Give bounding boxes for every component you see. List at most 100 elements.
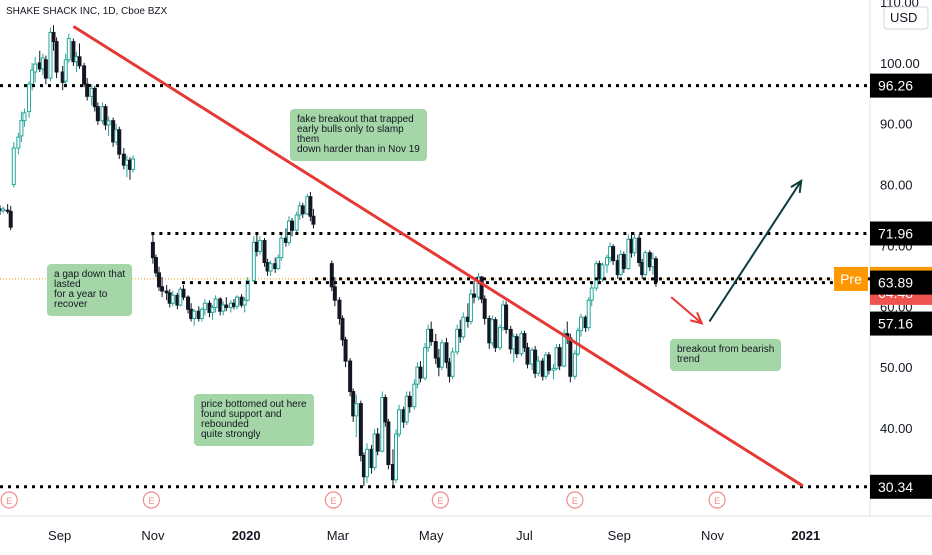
candle-body	[48, 31, 53, 79]
candle-body	[375, 433, 380, 452]
candle-body	[85, 83, 90, 97]
x-tick-label: Mar	[327, 528, 350, 543]
earnings-marker-label: E	[330, 496, 336, 506]
candle-body	[487, 317, 492, 344]
candle-body	[11, 147, 16, 186]
candle-body	[300, 205, 305, 215]
candle-body	[600, 264, 605, 280]
price-label-box	[870, 221, 932, 246]
candle-body	[297, 205, 302, 216]
price-label: 63.89	[878, 275, 913, 291]
candle-body	[308, 196, 313, 217]
candle-body	[426, 328, 431, 349]
candle-body	[19, 120, 24, 137]
candle-body	[436, 357, 441, 368]
candle-body	[103, 106, 108, 126]
candle-body	[192, 310, 197, 319]
candle-body	[16, 136, 21, 149]
candle-body	[433, 341, 438, 359]
candle-body	[632, 237, 637, 254]
candle-body	[43, 59, 48, 79]
candle-body	[471, 293, 476, 298]
candle-body	[74, 56, 79, 63]
candle-body	[536, 360, 541, 374]
candle-body	[175, 294, 180, 306]
candle-body	[262, 240, 267, 263]
candle-body	[95, 106, 100, 122]
candle-body	[504, 304, 509, 330]
candle-body	[458, 328, 463, 338]
candle-body	[268, 263, 273, 272]
candle-body	[589, 287, 594, 301]
y-tick-label: 90.00	[880, 117, 913, 132]
candle-body	[77, 56, 82, 67]
candle-body	[522, 333, 527, 349]
candle-body	[27, 83, 32, 113]
candle-body	[415, 366, 420, 385]
candle-body	[207, 302, 212, 313]
candle-body	[439, 342, 444, 368]
candle-body	[461, 316, 466, 338]
candle-body	[37, 62, 42, 70]
candle-body	[615, 260, 620, 276]
earnings-marker-label: E	[714, 496, 720, 506]
candle-body	[218, 298, 223, 312]
candle-body	[608, 246, 613, 259]
y-tick-label: 40.00	[880, 421, 913, 436]
earnings-marker-label: E	[148, 496, 154, 506]
green-arrow	[708, 180, 803, 323]
candle-body	[40, 57, 45, 70]
candle-body	[508, 328, 513, 350]
candle-body	[482, 298, 487, 319]
candle-body	[540, 360, 545, 377]
candle-body	[290, 220, 295, 231]
y-tick-label: 50.00	[880, 360, 913, 375]
candle-body	[100, 106, 105, 122]
candle-body	[543, 354, 548, 377]
candle-body	[533, 349, 538, 374]
candle-body	[257, 240, 262, 253]
earnings-marker	[566, 491, 584, 509]
candle-body	[167, 292, 172, 304]
candle-body	[650, 258, 655, 268]
candle-body	[157, 272, 162, 288]
candle-body	[251, 241, 256, 282]
earnings-marker	[708, 491, 726, 509]
candle-body	[348, 360, 353, 392]
candle-body	[33, 63, 38, 73]
candle-body	[605, 257, 610, 266]
candle-body	[497, 327, 502, 349]
candle-body	[92, 87, 97, 108]
candle-body	[637, 237, 642, 263]
candle-body	[178, 288, 183, 306]
bearish-trendline	[72, 25, 804, 488]
earnings-marker	[142, 491, 160, 509]
candle-body	[519, 333, 524, 355]
candle-body	[196, 310, 201, 319]
price-label-box	[870, 474, 932, 499]
note-breakout: breakout from bearish trend	[670, 339, 782, 371]
candle-body	[514, 336, 519, 355]
x-tick-label: May	[419, 528, 444, 543]
candle-body	[71, 41, 76, 63]
candle-body	[597, 263, 602, 280]
candle-body	[51, 31, 56, 43]
candle-body	[114, 129, 119, 143]
candle-body	[311, 215, 316, 225]
y-tick-label: 100.00	[880, 56, 920, 71]
candle-body	[621, 254, 626, 270]
candle-body	[1, 208, 6, 212]
price-label: 57.16	[878, 316, 913, 332]
x-tick-label: Nov	[701, 528, 725, 543]
x-tick-label: Jul	[516, 528, 533, 543]
candle-body	[60, 71, 65, 83]
price-label-box	[870, 73, 932, 98]
candle-body	[279, 237, 284, 259]
candle-body	[511, 336, 516, 350]
red-arrow	[670, 296, 703, 325]
symbol-header: SHAKE SHACK INC, 1D, Cboe BZX	[6, 6, 168, 17]
candle-body	[343, 339, 348, 362]
candle-body	[583, 316, 588, 329]
